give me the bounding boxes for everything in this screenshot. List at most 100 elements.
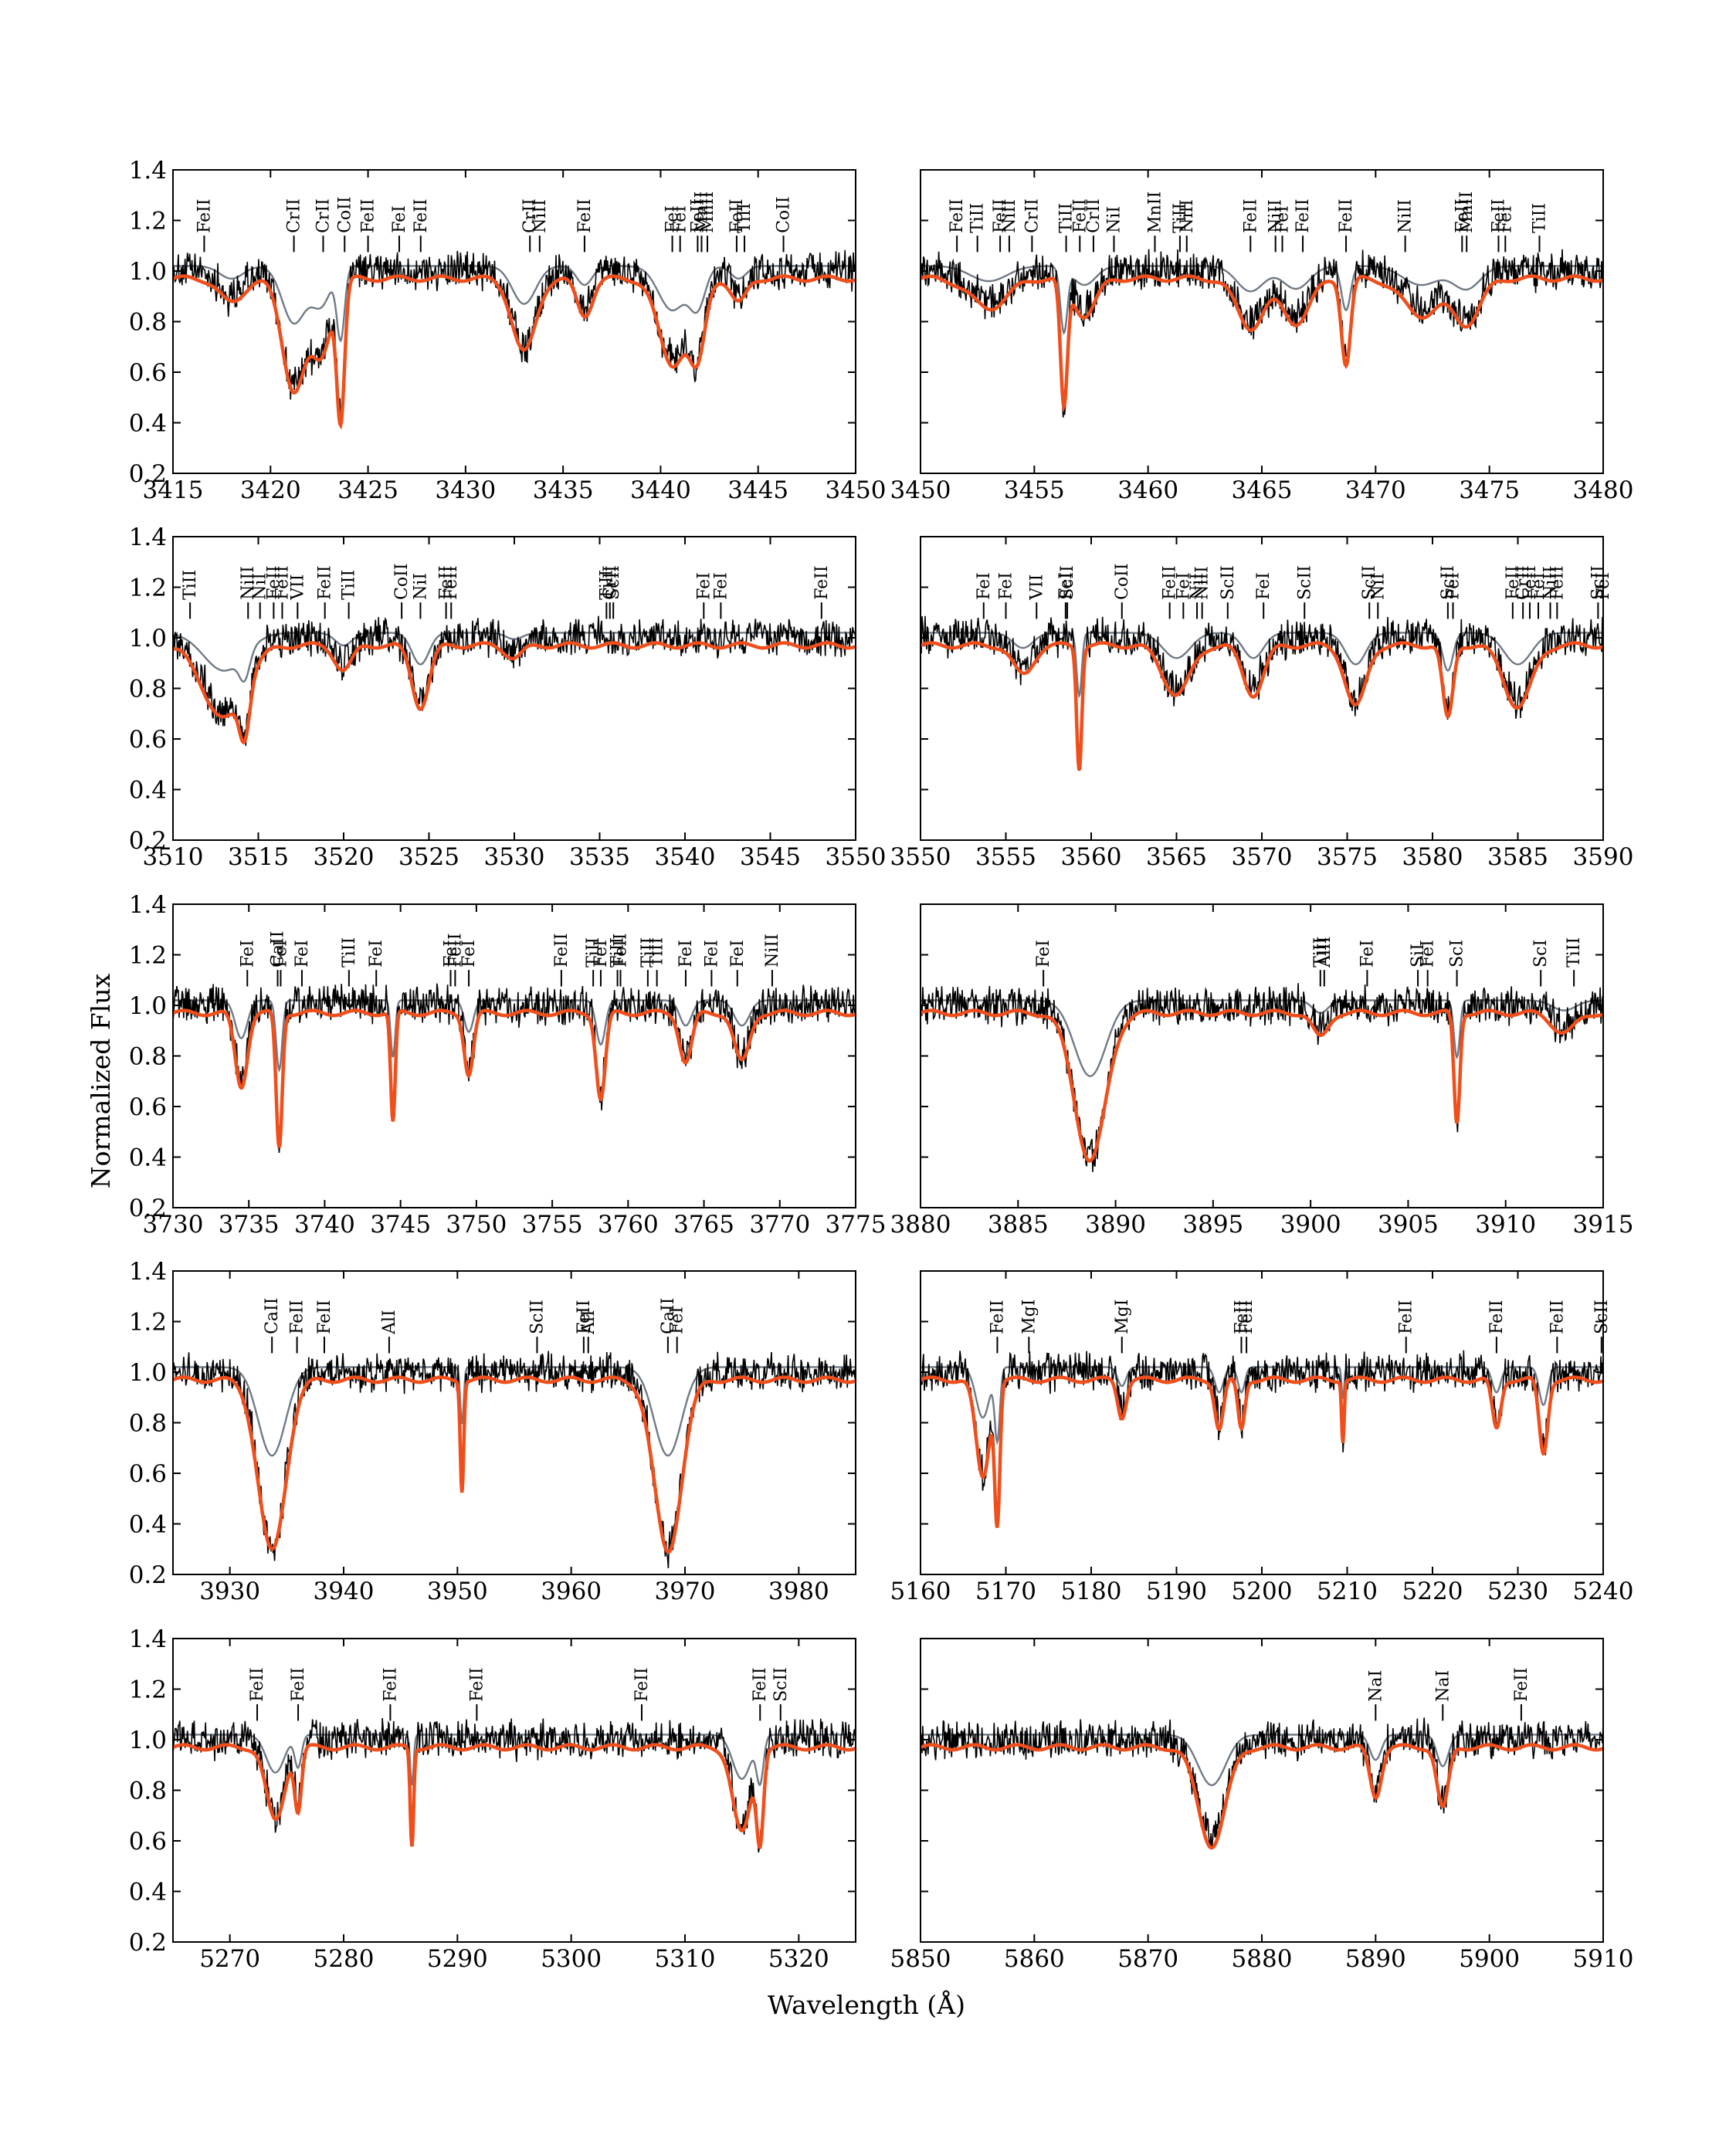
line-label: TiII <box>648 937 667 968</box>
line-label: FeI <box>238 940 257 968</box>
y-tick-label: 1.4 <box>129 1258 167 1286</box>
x-tick-label: 5280 <box>314 1945 375 1973</box>
line-label: NiII <box>1541 566 1561 600</box>
line-label: MnII <box>698 191 717 233</box>
observed-series-line <box>920 249 1604 418</box>
x-tick-label: 3420 <box>240 476 301 504</box>
spectrum-panel: NaI NaI FeII 5850 5860 5870 5880 5890 5900 5910 <box>890 1638 1634 1973</box>
line-label: FeI <box>367 940 386 968</box>
y-tick-label: 0.6 <box>129 726 167 754</box>
x-tick-label: 5900 <box>1459 1945 1520 1973</box>
x-tick-label: 3580 <box>1402 843 1463 871</box>
x-tick-label: 5860 <box>1004 1945 1065 1973</box>
y-tick-label: 1.4 <box>129 1625 167 1653</box>
x-tick-label: 5910 <box>1573 1945 1634 1973</box>
line-label: FeII <box>1294 198 1313 232</box>
line-label: NaI <box>1433 1670 1453 1702</box>
x-tick-label: 3460 <box>1117 476 1178 504</box>
line-label: FeII <box>264 565 283 599</box>
line-label: TiII <box>181 570 200 600</box>
x-tick-label: 3535 <box>569 843 630 871</box>
x-tick-label: 3450 <box>890 476 951 504</box>
x-tick-label: 3960 <box>541 1578 602 1605</box>
y-tick-label: 1.0 <box>129 1727 167 1754</box>
line-label: CrII <box>285 198 304 233</box>
line-label: FeI <box>1529 572 1548 600</box>
y-tick-label: 1.2 <box>129 1309 167 1337</box>
y-tick-label: 0.2 <box>129 827 167 855</box>
line-label: ScII <box>604 565 623 600</box>
x-tick-label: 5230 <box>1487 1578 1548 1605</box>
line-label: TiII <box>968 203 988 233</box>
panel-frame <box>920 903 1604 1208</box>
line-label: FeI <box>711 572 731 600</box>
x-tick-label: 3930 <box>199 1578 260 1605</box>
observed-series-line <box>920 1350 1604 1525</box>
observed-series-line <box>172 249 856 423</box>
line-label: VII <box>1027 574 1046 601</box>
line-label: FeII <box>442 565 461 599</box>
line-label: NiII <box>1178 199 1197 233</box>
x-tick-label: 3540 <box>655 843 716 871</box>
line-label: FeII <box>1504 565 1523 599</box>
line-label: CaII <box>269 931 288 968</box>
model-series-line <box>920 1743 1604 1850</box>
line-label: NiII <box>239 566 258 600</box>
x-tick-label: 3970 <box>655 1578 716 1605</box>
line-label: MnII <box>693 191 712 233</box>
model-series-line <box>172 1375 856 1554</box>
line-label: FeII <box>948 198 967 232</box>
line-label: NiII <box>1193 566 1212 600</box>
line-label: AlII <box>1315 937 1334 968</box>
y-tick-label: 0.6 <box>129 1460 167 1488</box>
line-label: FeII <box>1548 1300 1567 1334</box>
x-tick-label: 3465 <box>1232 476 1293 504</box>
x-tick-label: 3555 <box>975 843 1036 871</box>
x-tick-label: 3450 <box>826 476 887 504</box>
line-label: TiII <box>340 937 359 968</box>
x-tick-label: 3940 <box>314 1578 375 1605</box>
line-label: ScI <box>1531 940 1551 968</box>
model-series-line <box>172 1743 856 1849</box>
line-label: TiII <box>340 570 359 600</box>
model-series-line <box>172 1008 856 1148</box>
line-label: FeI <box>997 572 1016 600</box>
line-label: FeII <box>727 198 747 232</box>
y-tick-label: 0.4 <box>129 1879 167 1906</box>
y-tick-label: 1.4 <box>129 524 167 551</box>
line-label: FeII <box>552 933 571 967</box>
line-label: FeI <box>442 940 461 968</box>
telluric-series-line <box>173 265 856 343</box>
line-label: VII <box>288 574 307 601</box>
model-series-line <box>920 274 1604 413</box>
x-tick-label: 5200 <box>1232 1578 1293 1605</box>
line-label: CrII <box>520 198 540 233</box>
x-tick-label: 3590 <box>1573 843 1634 871</box>
line-label: FeI <box>1034 940 1053 968</box>
line-label: FeII <box>575 1300 594 1334</box>
x-tick-label: 3510 <box>143 843 204 871</box>
line-label: FeII <box>575 198 595 232</box>
x-tick-label: 3885 <box>988 1211 1049 1239</box>
line-label: NiI <box>251 573 270 600</box>
line-label: FeI <box>459 940 479 968</box>
line-label: NiI <box>412 573 431 600</box>
x-tick-label: 3550 <box>890 843 951 871</box>
panel-frame <box>920 1638 1604 1943</box>
x-tick-label: 3455 <box>1004 476 1065 504</box>
y-tick-label: 1.2 <box>129 208 167 236</box>
x-tick-label: 3520 <box>314 843 375 871</box>
x-tick-label: 3425 <box>337 476 398 504</box>
line-label: ScII <box>1589 565 1608 600</box>
line-label: FeII <box>688 198 707 232</box>
line-label: FeI <box>1358 940 1377 968</box>
x-tick-label: 3475 <box>1459 476 1520 504</box>
x-tick-label: 3515 <box>228 843 289 871</box>
x-tick-label: 3950 <box>427 1578 488 1605</box>
x-tick-label: 5270 <box>199 1945 260 1973</box>
y-tick-label: 1.0 <box>129 992 167 1020</box>
